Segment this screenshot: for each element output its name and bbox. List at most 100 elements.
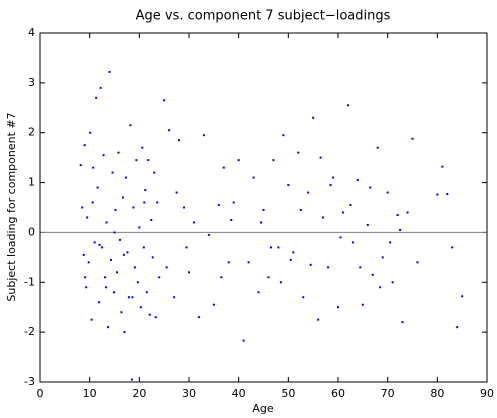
point <box>381 256 384 259</box>
point <box>123 331 126 334</box>
point <box>132 206 135 209</box>
point <box>130 378 133 381</box>
x-tick-label: 60 <box>331 387 345 400</box>
x-tick-label: 50 <box>281 387 295 400</box>
x-axis-label: Age <box>252 402 274 415</box>
y-tick-label: -3 <box>24 375 35 388</box>
point <box>117 151 120 154</box>
point <box>312 116 315 119</box>
y-axis-label: Subject loading for component #7 <box>5 112 18 301</box>
point <box>118 238 121 241</box>
point <box>369 186 372 189</box>
point <box>86 216 89 219</box>
point <box>102 154 105 157</box>
point <box>141 146 144 149</box>
point <box>451 246 454 249</box>
x-tick-label: 80 <box>430 387 444 400</box>
point <box>289 258 292 261</box>
point <box>319 156 322 159</box>
point <box>168 129 171 132</box>
point <box>416 261 419 264</box>
point <box>147 159 150 162</box>
point <box>120 311 123 314</box>
x-tick-label: 10 <box>83 387 97 400</box>
point <box>85 286 88 289</box>
point <box>188 271 190 274</box>
point <box>401 321 404 324</box>
point <box>79 164 82 167</box>
x-tick-label: 40 <box>232 387 246 400</box>
point <box>441 165 444 168</box>
point <box>197 316 200 319</box>
point <box>349 204 352 207</box>
point <box>337 306 339 309</box>
point <box>93 241 96 244</box>
point <box>143 201 146 204</box>
point <box>124 176 127 179</box>
point <box>163 99 166 102</box>
point <box>142 246 145 249</box>
point <box>154 316 157 319</box>
point <box>113 291 116 294</box>
point <box>104 276 107 279</box>
point <box>356 179 359 182</box>
point <box>105 286 108 289</box>
point <box>150 218 153 221</box>
point <box>212 303 215 306</box>
point <box>139 306 142 309</box>
point <box>131 296 134 299</box>
point <box>127 296 130 299</box>
y-tick-label: -2 <box>24 325 35 338</box>
point <box>84 276 87 279</box>
point <box>121 196 124 199</box>
point <box>178 139 181 142</box>
point <box>129 124 132 127</box>
point <box>113 231 116 234</box>
point <box>299 208 302 211</box>
point <box>87 261 90 264</box>
point <box>366 223 369 226</box>
y-tick-label: 2 <box>28 126 35 139</box>
point <box>307 191 310 194</box>
point <box>96 186 99 189</box>
point <box>287 184 290 187</box>
x-tick-label: 30 <box>182 387 196 400</box>
point <box>379 286 382 289</box>
point <box>165 266 168 269</box>
point <box>126 251 129 254</box>
point <box>446 193 449 196</box>
x-tick-label: 20 <box>132 387 146 400</box>
point <box>327 266 330 269</box>
point <box>145 291 148 294</box>
point <box>156 201 159 204</box>
point <box>173 296 176 299</box>
point <box>91 201 94 204</box>
point <box>185 246 188 249</box>
point <box>98 243 101 246</box>
point <box>133 266 136 269</box>
point <box>309 263 312 266</box>
point <box>277 246 280 249</box>
point <box>153 171 156 174</box>
point <box>389 241 392 244</box>
point <box>92 166 95 169</box>
point <box>332 176 335 179</box>
plot-frame <box>39 32 488 383</box>
y-tick-label: -1 <box>24 275 35 288</box>
point <box>105 221 108 224</box>
point <box>114 208 117 211</box>
chart-title: Age vs. component 7 subject−loadings <box>136 9 391 24</box>
point <box>346 104 349 107</box>
point <box>111 171 114 174</box>
point <box>351 241 354 244</box>
point <box>361 303 364 306</box>
y-tick-label: 4 <box>28 26 35 39</box>
point <box>98 301 101 304</box>
point <box>232 201 235 204</box>
point <box>339 236 342 239</box>
point <box>371 273 374 276</box>
point <box>297 151 300 154</box>
x-tick-label: 70 <box>381 387 395 400</box>
